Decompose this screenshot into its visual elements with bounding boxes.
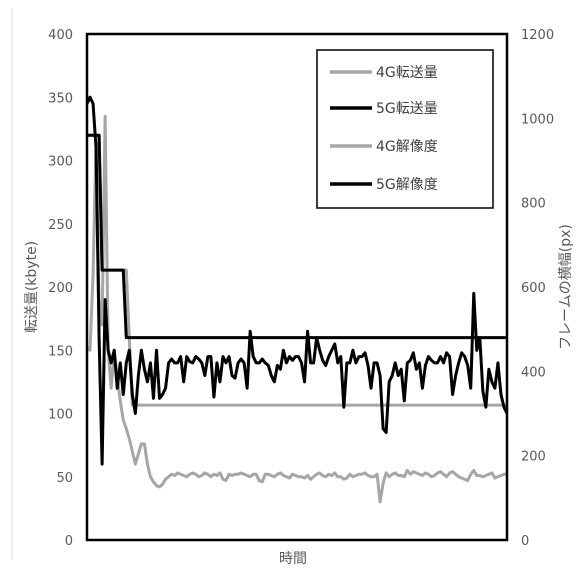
legend: 4G転送量 5G転送量 4G解像度 5G解像度 xyxy=(317,50,493,208)
right-tick-label: 600 xyxy=(521,281,546,296)
left-tick-label: 400 xyxy=(48,28,73,43)
right-tick-label: 1000 xyxy=(521,112,554,127)
right-tick-label: 1200 xyxy=(521,28,554,43)
left-tick-label: 250 xyxy=(48,218,73,233)
right-tick-label: 400 xyxy=(521,365,546,380)
x-axis-title: 時間 xyxy=(279,551,307,567)
right-tick-label: 0 xyxy=(521,534,529,549)
legend-label-4g-transfer: 4G転送量 xyxy=(376,65,438,81)
left-tick-label: 300 xyxy=(48,155,73,170)
right-tick-label: 800 xyxy=(521,197,546,212)
left-tick-label: 200 xyxy=(48,281,73,296)
legend-label-5g-resolution: 5G解像度 xyxy=(376,177,438,193)
left-tick-label: 350 xyxy=(48,91,73,106)
legend-label-4g-resolution: 4G解像度 xyxy=(376,139,438,155)
left-axis-title: 転送量(kbyte) xyxy=(24,241,40,333)
left-tick-label: 50 xyxy=(56,471,73,486)
left-tick-label: 0 xyxy=(65,534,73,549)
left-tick-label: 100 xyxy=(48,408,73,423)
legend-label-5g-transfer: 5G転送量 xyxy=(376,101,438,117)
left-tick-label: 150 xyxy=(48,344,73,359)
right-axis-title: フレームの横幅(px) xyxy=(558,224,574,350)
right-tick-label: 200 xyxy=(521,450,546,465)
